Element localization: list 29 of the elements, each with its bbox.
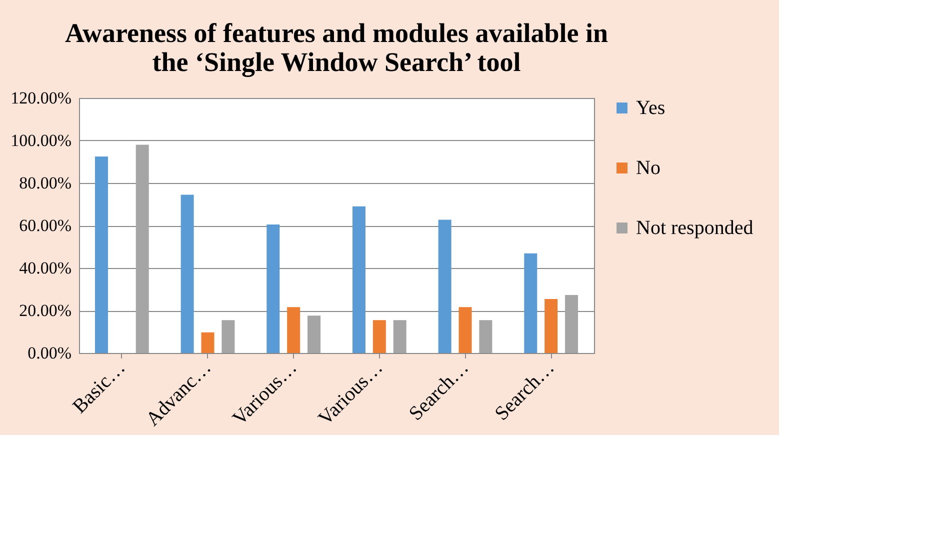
y-tick-label: 80.00%	[19, 174, 72, 192]
bar	[308, 316, 321, 353]
bar	[94, 156, 108, 353]
bar	[352, 206, 366, 353]
bar	[136, 144, 149, 353]
y-tick-label: 0.00%	[28, 344, 72, 362]
bar	[201, 332, 214, 353]
bar	[544, 299, 558, 353]
bar	[266, 224, 280, 353]
y-tick-label: 40.00%	[19, 258, 72, 278]
y-tick-label: 120.00%	[10, 88, 72, 108]
legend-label: Not responded	[636, 217, 754, 239]
legend-label: Yes	[636, 97, 666, 119]
bar	[372, 320, 386, 353]
bar	[287, 307, 300, 353]
y-tick-label: 100.00%	[10, 131, 72, 150]
bar	[524, 253, 538, 353]
bar	[180, 194, 194, 353]
text: Awareness of features and modules available in	[64, 18, 608, 48]
legend-label: No	[636, 157, 660, 179]
bar	[393, 320, 406, 353]
y-tick-label: 60.00%	[19, 216, 72, 235]
bar	[458, 307, 472, 353]
y-tick-label: 20.00%	[19, 301, 72, 320]
bar	[438, 220, 452, 353]
bar	[479, 320, 492, 353]
bar	[222, 320, 235, 353]
bar	[565, 294, 578, 353]
text: the ‘Single Window Search’ tool	[152, 47, 521, 77]
